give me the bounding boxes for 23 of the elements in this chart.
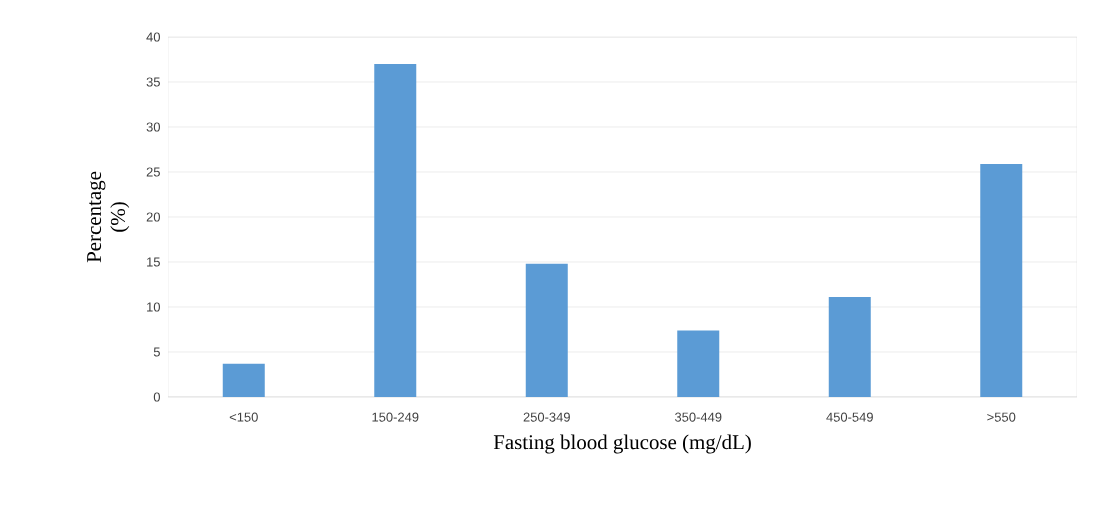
x-tick-label: <150 [229,412,258,422]
y-tick-label: 0 [153,392,160,402]
bar [677,330,720,397]
bar [525,263,568,397]
bar [374,63,417,397]
x-tick-label: 150-249 [372,412,419,422]
x-tick-label: 450-549 [826,412,873,422]
y-tick-label: 15 [147,257,160,267]
bar [980,163,1023,397]
y-tick-label: 20 [146,212,160,222]
x-tick-label: >550 [987,412,1016,422]
y-tick-label: 40 [146,32,160,42]
y-tick-label: 30 [146,122,160,132]
bar [828,297,871,397]
y-tick-label: 25 [146,167,160,177]
x-tick-label: 350-449 [674,412,722,422]
x-tick-label: 250-349 [523,412,570,422]
y-axis-title: Percentage (%) [87,171,130,263]
y-tick-label: 35 [146,77,160,87]
y-tick-label: 10 [147,302,160,312]
x-axis-title: Fasting blood glucose (mg/dL) [493,434,751,454]
bar [222,363,265,397]
y-tick-label: 5 [153,347,160,357]
